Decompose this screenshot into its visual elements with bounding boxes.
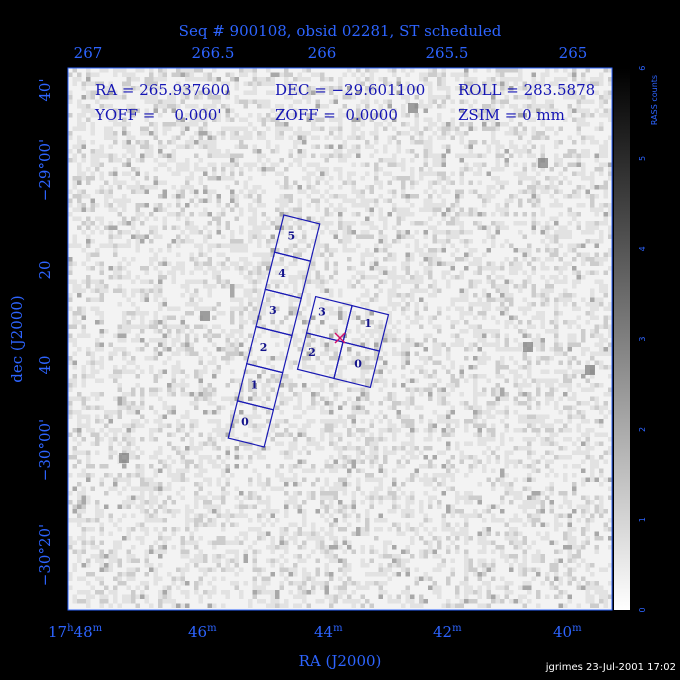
info-text: ZSIM = 0 mm xyxy=(458,106,565,124)
bottom-tick-label: 46m xyxy=(188,623,217,641)
top-tick-label: 265 xyxy=(559,44,588,62)
tick-label-part: 46 xyxy=(188,623,207,641)
acis-s-array: 0 1 2 3 4 5 xyxy=(227,214,321,448)
colorbar-tick-label: 1 xyxy=(638,517,647,522)
tick-label-part: h xyxy=(67,623,74,634)
source-blob xyxy=(119,453,129,463)
chip-label: 1 xyxy=(364,317,372,330)
acis-i-array: 3 1 2 0 xyxy=(296,295,390,389)
y-axis-label: dec (J2000) xyxy=(8,295,26,383)
tick-label-part: m xyxy=(572,623,582,634)
tick-label-part: 44 xyxy=(314,623,333,641)
chip-label: 4 xyxy=(278,267,286,280)
aimpoint-marker xyxy=(334,332,346,344)
colorbar-tick-label: 4 xyxy=(638,246,647,251)
tick-label-part: m xyxy=(452,623,462,634)
source-blob xyxy=(523,342,533,352)
left-tick-label: 40 xyxy=(36,355,54,374)
tick-label-part: 17 xyxy=(48,623,67,641)
source-blob xyxy=(538,158,548,168)
noise-pixels xyxy=(68,68,613,608)
info-text: RA = 265.937600 xyxy=(95,81,230,99)
chip-label: 3 xyxy=(318,306,326,319)
chip-label: 3 xyxy=(269,304,277,317)
tick-label-part: m xyxy=(93,623,103,634)
tick-label-part: m xyxy=(333,623,343,634)
chip-label: 2 xyxy=(308,346,316,359)
colorbar-tick-label: 2 xyxy=(638,427,647,432)
info-text: DEC = −29.601100 xyxy=(275,81,425,99)
colorbar-tick-label: 3 xyxy=(638,337,647,342)
x-axis-label: RA (J2000) xyxy=(299,652,382,670)
info-text: ZOFF = 0.0000 xyxy=(275,106,398,124)
left-tick-label: −30°00' xyxy=(36,419,54,481)
chip-label: 5 xyxy=(288,230,296,243)
source-blob xyxy=(585,365,595,375)
noise-pixels xyxy=(68,68,613,608)
left-tick-label: 20 xyxy=(36,260,54,279)
top-tick-label: 267 xyxy=(74,44,103,62)
chip xyxy=(273,214,321,262)
colorbar-tick-label: 6 xyxy=(638,66,647,71)
bottom-tick-label: 42m xyxy=(433,623,462,641)
tick-label-part: 42 xyxy=(433,623,452,641)
left-tick-label: −30°20' xyxy=(36,524,54,586)
top-tick-label: 266 xyxy=(308,44,337,62)
chip-label: 1 xyxy=(250,378,258,391)
bottom-tick-label: 17h48m xyxy=(48,623,103,641)
top-tick-label: 266.5 xyxy=(192,44,235,62)
bottom-tick-label: 40m xyxy=(553,623,582,641)
info-text: YOFF = 0.000' xyxy=(94,106,222,124)
chip-label: 0 xyxy=(241,415,249,428)
title: Seq # 900108, obsid 02281, ST scheduled xyxy=(179,22,502,40)
left-tick-label: −29°00' xyxy=(36,139,54,201)
tick-label-part: m xyxy=(207,623,217,634)
plot-frame xyxy=(67,67,613,611)
bottom-tick-label: 44m xyxy=(314,623,343,641)
colorbar xyxy=(614,68,630,610)
colorbar-tick-label: 0 xyxy=(638,607,647,612)
source-blob xyxy=(408,103,418,113)
source-blob xyxy=(200,311,210,321)
left-tick-label: 40' xyxy=(36,78,54,101)
chip-label: 0 xyxy=(354,357,362,370)
chip-label: 2 xyxy=(260,341,268,354)
tick-label-part: 40 xyxy=(553,623,572,641)
chip xyxy=(333,341,381,389)
footer: jgrimes 23-Jul-2001 17:02 xyxy=(545,662,676,673)
colorbar-label: RASS counts xyxy=(650,75,659,125)
info-text: ROLL = 283.5878 xyxy=(458,81,595,99)
colorbar-tick-label: 5 xyxy=(638,156,647,161)
top-tick-label: 265.5 xyxy=(426,44,469,62)
tick-label-part: 48 xyxy=(74,623,93,641)
